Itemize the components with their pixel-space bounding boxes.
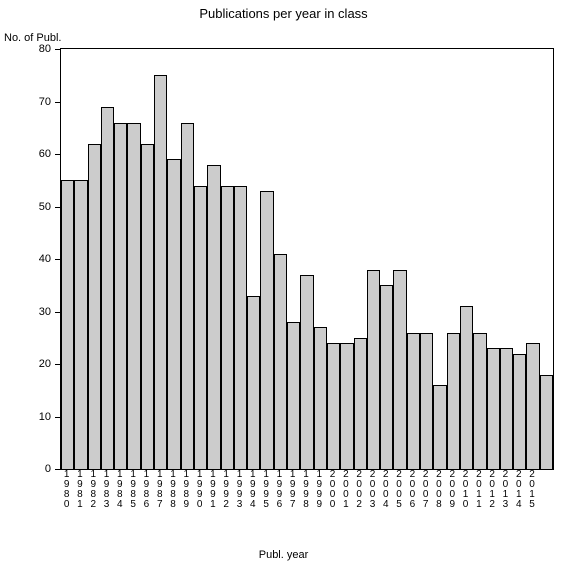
bar <box>274 254 287 469</box>
bar <box>61 180 74 469</box>
bar <box>420 333 433 470</box>
x-tick-label: 1987 <box>153 470 166 510</box>
x-tick-label: 2015 <box>525 470 538 510</box>
y-tick-label: 80 <box>39 43 51 55</box>
bar <box>141 144 154 470</box>
x-tick-label: 1997 <box>286 470 299 510</box>
x-tick-label: 1985 <box>126 470 139 510</box>
x-tick-label: 2011 <box>472 470 485 510</box>
y-tick-label: 20 <box>39 358 51 370</box>
x-tick-label: 2008 <box>432 470 445 510</box>
x-tick-label: 1992 <box>220 470 233 510</box>
bar <box>473 333 486 470</box>
x-tick-label: 2010 <box>459 470 472 510</box>
x-tick-label: 1982 <box>87 470 100 510</box>
x-tick-label: 1984 <box>113 470 126 510</box>
bar <box>526 343 539 469</box>
x-tick-label: 1995 <box>259 470 272 510</box>
bars-group <box>61 49 553 469</box>
bar <box>101 107 114 469</box>
plot-area: 01020304050607080 <box>60 48 554 470</box>
bar <box>487 348 500 469</box>
y-tick-label: 70 <box>39 96 51 108</box>
bar <box>88 144 101 470</box>
bar <box>393 270 406 470</box>
x-tick-label: 2005 <box>392 470 405 510</box>
bar <box>447 333 460 470</box>
y-tick <box>55 417 61 418</box>
bar <box>154 75 167 469</box>
x-tick-label: 2000 <box>326 470 339 510</box>
y-tick <box>55 364 61 365</box>
x-tick-label: 1983 <box>100 470 113 510</box>
x-tick-label: 2009 <box>446 470 459 510</box>
x-tick-label: 2001 <box>339 470 352 510</box>
bar <box>247 296 260 469</box>
x-tick-label: 1988 <box>166 470 179 510</box>
bar <box>340 343 353 469</box>
x-tick-label: 1990 <box>193 470 206 510</box>
bar <box>114 123 127 470</box>
bar <box>74 180 87 469</box>
bar <box>460 306 473 469</box>
x-tick-label: 2007 <box>419 470 432 510</box>
bar <box>540 375 553 470</box>
y-tick <box>55 49 61 50</box>
chart-container: Publications per year in class No. of Pu… <box>0 0 567 567</box>
x-tick-label <box>539 470 552 510</box>
bar <box>260 191 273 469</box>
y-tick <box>55 312 61 313</box>
y-tick <box>55 207 61 208</box>
bar <box>194 186 207 470</box>
x-tick-label: 2012 <box>486 470 499 510</box>
bar <box>167 159 180 469</box>
bar <box>234 186 247 470</box>
bar <box>407 333 420 470</box>
x-tick-label: 1986 <box>140 470 153 510</box>
x-tick-label: 1991 <box>206 470 219 510</box>
y-tick-label: 10 <box>39 411 51 423</box>
y-axis-label: No. of Publ. <box>4 32 61 44</box>
chart-title: Publications per year in class <box>0 6 567 21</box>
bar <box>314 327 327 469</box>
x-axis-label: Publ. year <box>0 549 567 561</box>
y-tick <box>55 102 61 103</box>
x-tick-label: 1994 <box>246 470 259 510</box>
bar <box>380 285 393 469</box>
x-tick-label: 2014 <box>512 470 525 510</box>
y-tick-label: 0 <box>45 463 51 475</box>
bar <box>287 322 300 469</box>
x-tick-label: 2002 <box>353 470 366 510</box>
y-tick-label: 50 <box>39 201 51 213</box>
y-tick-label: 40 <box>39 253 51 265</box>
y-tick <box>55 154 61 155</box>
y-tick <box>55 259 61 260</box>
x-tick-label: 1998 <box>299 470 312 510</box>
bar <box>327 343 340 469</box>
y-tick-label: 30 <box>39 306 51 318</box>
x-tick-label: 1989 <box>180 470 193 510</box>
x-tick-label: 2006 <box>406 470 419 510</box>
x-tick-label: 1981 <box>73 470 86 510</box>
bar <box>207 165 220 470</box>
x-tick-label: 1980 <box>60 470 73 510</box>
bar <box>300 275 313 469</box>
x-tick-label: 2013 <box>499 470 512 510</box>
x-tick-label: 2004 <box>379 470 392 510</box>
bar <box>500 348 513 469</box>
bar <box>367 270 380 470</box>
x-tick-label: 2003 <box>366 470 379 510</box>
bar <box>181 123 194 470</box>
x-tick-label: 1993 <box>233 470 246 510</box>
bar <box>354 338 367 469</box>
bar <box>513 354 526 470</box>
x-tick-label: 1996 <box>273 470 286 510</box>
bar <box>221 186 234 470</box>
x-tick-label: 1999 <box>313 470 326 510</box>
y-tick-label: 60 <box>39 148 51 160</box>
bar <box>127 123 140 470</box>
x-labels-group: 1980198119821983198419851986198719881989… <box>60 470 552 510</box>
bar <box>433 385 446 469</box>
